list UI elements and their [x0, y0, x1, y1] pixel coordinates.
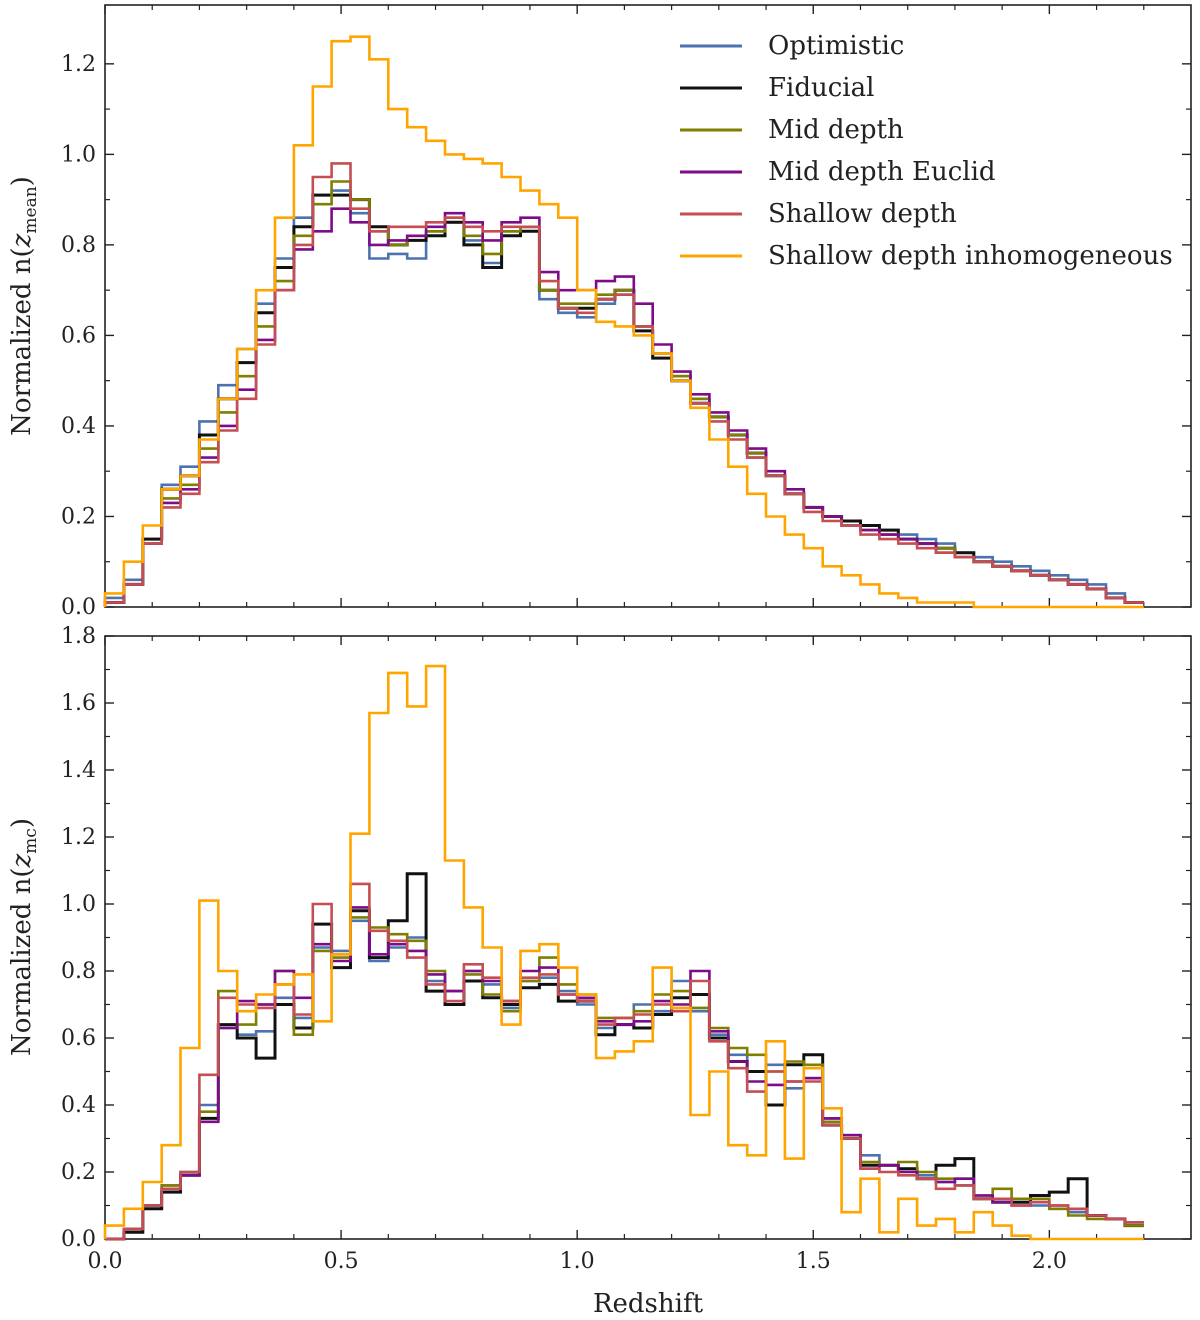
bottom-plot-frame — [104, 635, 1192, 1240]
bottom-x-ticks: 0.0 0.5 1.0 1.5 2.0 — [88, 636, 1145, 1274]
x-tick-label: 0.5 — [324, 1249, 359, 1274]
legend-label-mid-depth: Mid depth — [768, 115, 904, 145]
legend-entry-shallow-depth-inhomogeneous: Shallow depth inhomogeneous — [680, 241, 1173, 271]
y-tick-label: 0.0 — [61, 595, 96, 620]
bottom-y-ticks: 0.0 0.2 0.4 0.6 0.8 1.0 1.2 1.4 1.6 1.8 — [61, 624, 1191, 1252]
bottom-series-fiducial — [105, 872, 1144, 1241]
y-tick-label: 0.0 — [61, 1227, 96, 1252]
legend-label-mid-depth-euclid: Mid depth Euclid — [768, 157, 996, 187]
top-series-shallow-depth-inhomogeneous — [103, 35, 1144, 609]
x-tick-label: 2.0 — [1032, 1249, 1067, 1274]
x-tick-label: 1.5 — [796, 1249, 831, 1274]
top-y-axis-label: Normalized n(zmean) — [7, 176, 41, 436]
legend-entry-shallow-depth: Shallow depth — [680, 199, 957, 229]
y-tick-label: 0.4 — [61, 1093, 96, 1118]
x-tick-label: 0.0 — [88, 1249, 123, 1274]
y-tick-label: 1.0 — [61, 892, 96, 917]
y-tick-label: 1.2 — [61, 825, 96, 850]
bottom-y-axis-label: Normalized n(zmc) — [7, 818, 41, 1056]
top-panel: 0.0 0.2 0.4 0.6 0.8 1.0 1.2 Normalized n(zmean… — [7, 4, 1192, 620]
top-y-ticks: 0.0 0.2 0.4 0.6 0.8 1.0 1.2 — [61, 52, 1191, 620]
legend-label-shallow-depth-inhomogeneous: Shallow depth inhomogeneous — [768, 241, 1173, 271]
bottom-series-mid-depth — [105, 916, 1144, 1241]
legend-label-fiducial: Fiducial — [768, 73, 874, 103]
x-tick-label: 1.0 — [560, 1249, 595, 1274]
y-tick-label: 0.6 — [61, 323, 96, 348]
legend-entry-mid-depth: Mid depth — [680, 115, 904, 145]
bottom-series-lines — [103, 664, 1144, 1241]
legend-label-shallow-depth: Shallow depth — [768, 199, 957, 229]
y-tick-label: 1.4 — [61, 758, 96, 783]
y-tick-label: 0.6 — [61, 1026, 96, 1051]
legend-label-optimistic: Optimistic — [768, 31, 904, 61]
bottom-series-shallow-depth — [105, 882, 1144, 1241]
bottom-panel: 0.0 0.2 0.4 0.6 0.8 1.0 1.2 1.4 1.6 1.8 0.0 0.5 1.0… — [7, 624, 1192, 1274]
y-tick-label: 0.8 — [61, 959, 96, 984]
y-tick-label: 0.2 — [61, 1160, 96, 1185]
bottom-series-shallow-depth-inhomogeneous — [103, 664, 1144, 1241]
legend-entry-fiducial: Fiducial — [680, 73, 874, 103]
top-plot-frame — [104, 4, 1192, 608]
y-tick-label: 1.2 — [61, 52, 96, 77]
y-tick-label: 0.2 — [61, 504, 96, 529]
legend-entry-mid-depth-euclid: Mid depth Euclid — [680, 157, 996, 187]
top-x-ticks — [104, 5, 1145, 607]
y-tick-label: 1.0 — [61, 142, 96, 167]
y-tick-label: 0.8 — [61, 233, 96, 258]
y-tick-label: 0.4 — [61, 414, 96, 439]
x-axis-label: Redshift — [593, 1289, 704, 1319]
bottom-series-mid-depth-euclid — [105, 906, 1144, 1241]
y-tick-label: 1.6 — [61, 691, 96, 716]
y-tick-label: 1.8 — [61, 624, 96, 649]
legend: Optimistic Fiducial Mid depth Mid depth … — [680, 31, 1173, 271]
bottom-series-optimistic — [105, 919, 1144, 1241]
legend-entry-optimistic: Optimistic — [680, 31, 904, 61]
top-series-shallow-depth — [103, 162, 1144, 607]
top-series-lines — [103, 35, 1144, 609]
